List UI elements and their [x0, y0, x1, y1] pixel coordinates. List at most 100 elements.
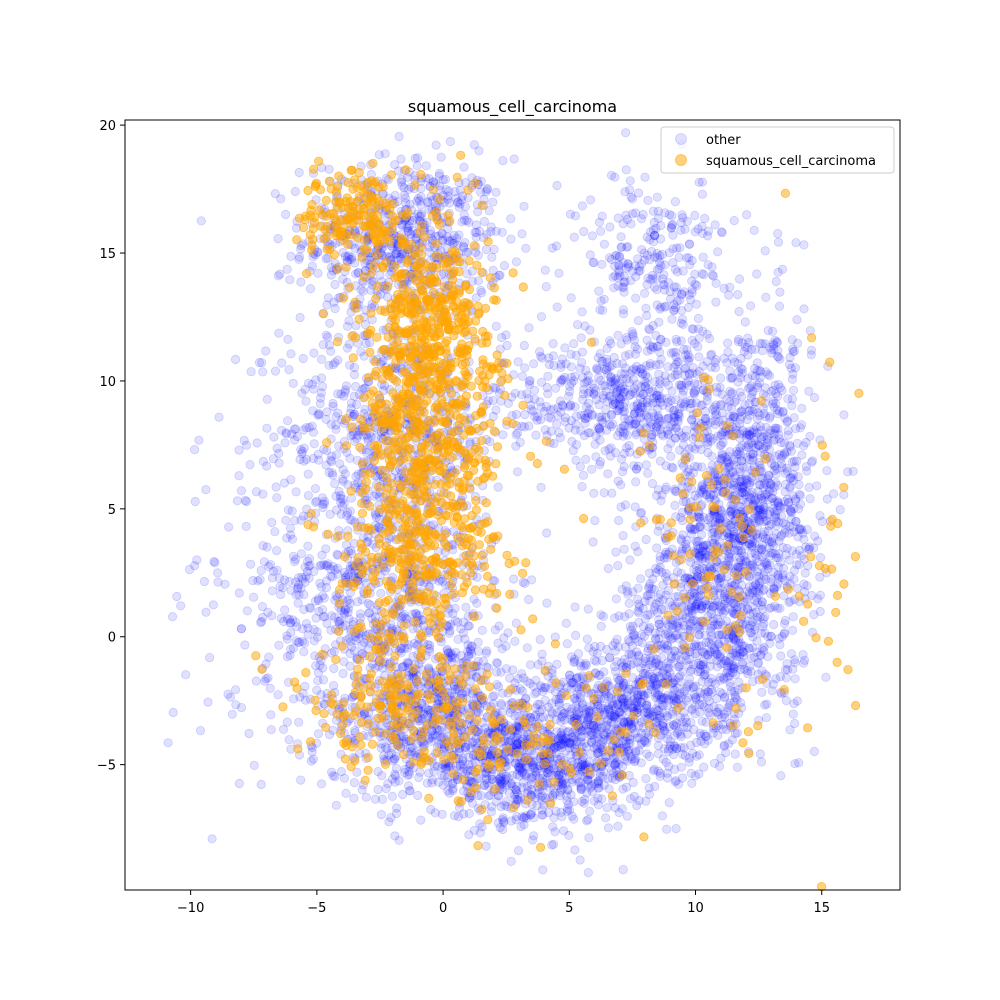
data-point-other: [712, 656, 722, 666]
data-point-other: [787, 625, 798, 636]
data-point-other: [756, 757, 767, 767]
data-point-other: [406, 229, 416, 239]
data-point-other: [294, 717, 304, 727]
data-point-other: [328, 680, 339, 691]
data-point-other: [397, 611, 408, 621]
data-point-other: [457, 217, 467, 227]
data-point-other: [512, 795, 522, 805]
data-point-other: [391, 808, 402, 819]
data-point-other: [486, 227, 496, 237]
data-point-other: [496, 802, 506, 812]
data-point-other: [496, 332, 507, 343]
data-point-other: [473, 250, 483, 260]
data-point-other: [258, 489, 268, 499]
data-point-other: [634, 703, 644, 713]
data-point-other: [390, 769, 400, 779]
data-point-other: [650, 781, 660, 792]
data-point-other: [657, 811, 668, 821]
data-point-other: [234, 778, 244, 789]
data-point-other: [510, 636, 520, 647]
data-point-other: [586, 737, 597, 747]
data-point-other: [654, 690, 664, 700]
data-point-other: [491, 321, 501, 331]
data-point-other: [569, 656, 580, 667]
data-point-other: [327, 451, 337, 461]
data-point-other: [652, 543, 662, 553]
data-point-other: [256, 779, 266, 790]
data-point-other: [629, 791, 640, 802]
data-point-other: [356, 285, 366, 295]
data-point-other: [452, 233, 462, 243]
data-point-other: [757, 687, 767, 697]
data-point-other: [404, 221, 414, 231]
data-point-other: [328, 561, 338, 572]
data-point-other: [713, 620, 723, 630]
data-point-other: [271, 545, 282, 556]
data-point-other: [517, 669, 527, 679]
data-point-other: [653, 766, 663, 776]
data-point-other: [373, 766, 383, 777]
data-point-other: [530, 689, 540, 699]
data-point-other: [299, 456, 309, 466]
data-point-other: [249, 592, 259, 602]
data-point-other: [481, 187, 491, 197]
data-point-other: [214, 412, 224, 422]
data-point-other: [580, 794, 590, 805]
data-point-other: [704, 637, 714, 648]
data-point-other: [447, 650, 457, 660]
data-point-other: [363, 433, 373, 443]
data-point-other: [471, 220, 481, 230]
data-point-other: [323, 332, 333, 342]
data-point-other: [588, 537, 598, 547]
data-point-other: [455, 199, 465, 209]
data-point-other: [548, 839, 559, 850]
data-point-other: [788, 709, 798, 719]
data-point-other: [482, 185, 492, 195]
data-point-other: [487, 252, 497, 262]
data-point-other: [642, 699, 652, 709]
data-point-other: [575, 855, 585, 865]
data-point-other: [489, 691, 499, 701]
data-point-other: [436, 152, 446, 162]
data-point-other: [743, 669, 753, 679]
data-point-other: [303, 490, 313, 501]
data-point-other: [336, 766, 346, 777]
data-point-other: [681, 613, 691, 623]
data-point-other: [312, 632, 323, 642]
data-point-other: [338, 464, 348, 475]
data-point-other: [750, 624, 760, 635]
data-point-other: [485, 437, 495, 447]
data-point-other: [391, 248, 401, 258]
data-point-other: [462, 215, 472, 226]
data-point-other: [592, 721, 603, 732]
data-point-other: [464, 621, 474, 631]
data-point-other: [794, 758, 804, 768]
data-point-other: [342, 252, 353, 262]
data-point-other: [528, 681, 539, 691]
data-point-other: [324, 164, 334, 174]
data-point-other: [618, 530, 628, 541]
data-point-other: [246, 559, 256, 569]
data-point-other: [341, 788, 351, 799]
data-point-other: [310, 483, 320, 494]
data-point-other: [397, 181, 407, 191]
data-point-other: [561, 779, 571, 789]
data-point-other: [590, 515, 600, 526]
data-point-other: [325, 318, 335, 328]
data-point-other: [298, 353, 308, 364]
data-point-other: [286, 251, 296, 261]
data-point-other: [753, 658, 764, 668]
data-point-other: [272, 493, 282, 503]
data-point-other: [447, 688, 457, 698]
data-point-other: [622, 811, 632, 821]
data-point-other: [297, 446, 307, 456]
data-point-other: [632, 800, 642, 811]
data-point-other: [285, 275, 295, 285]
data-point-other: [633, 693, 643, 704]
data-point-other: [653, 607, 663, 618]
data-point-other: [422, 778, 432, 788]
data-point-other: [618, 864, 628, 875]
data-point-other: [506, 214, 516, 224]
data-point-other: [350, 258, 360, 268]
data-point-other: [326, 346, 336, 356]
